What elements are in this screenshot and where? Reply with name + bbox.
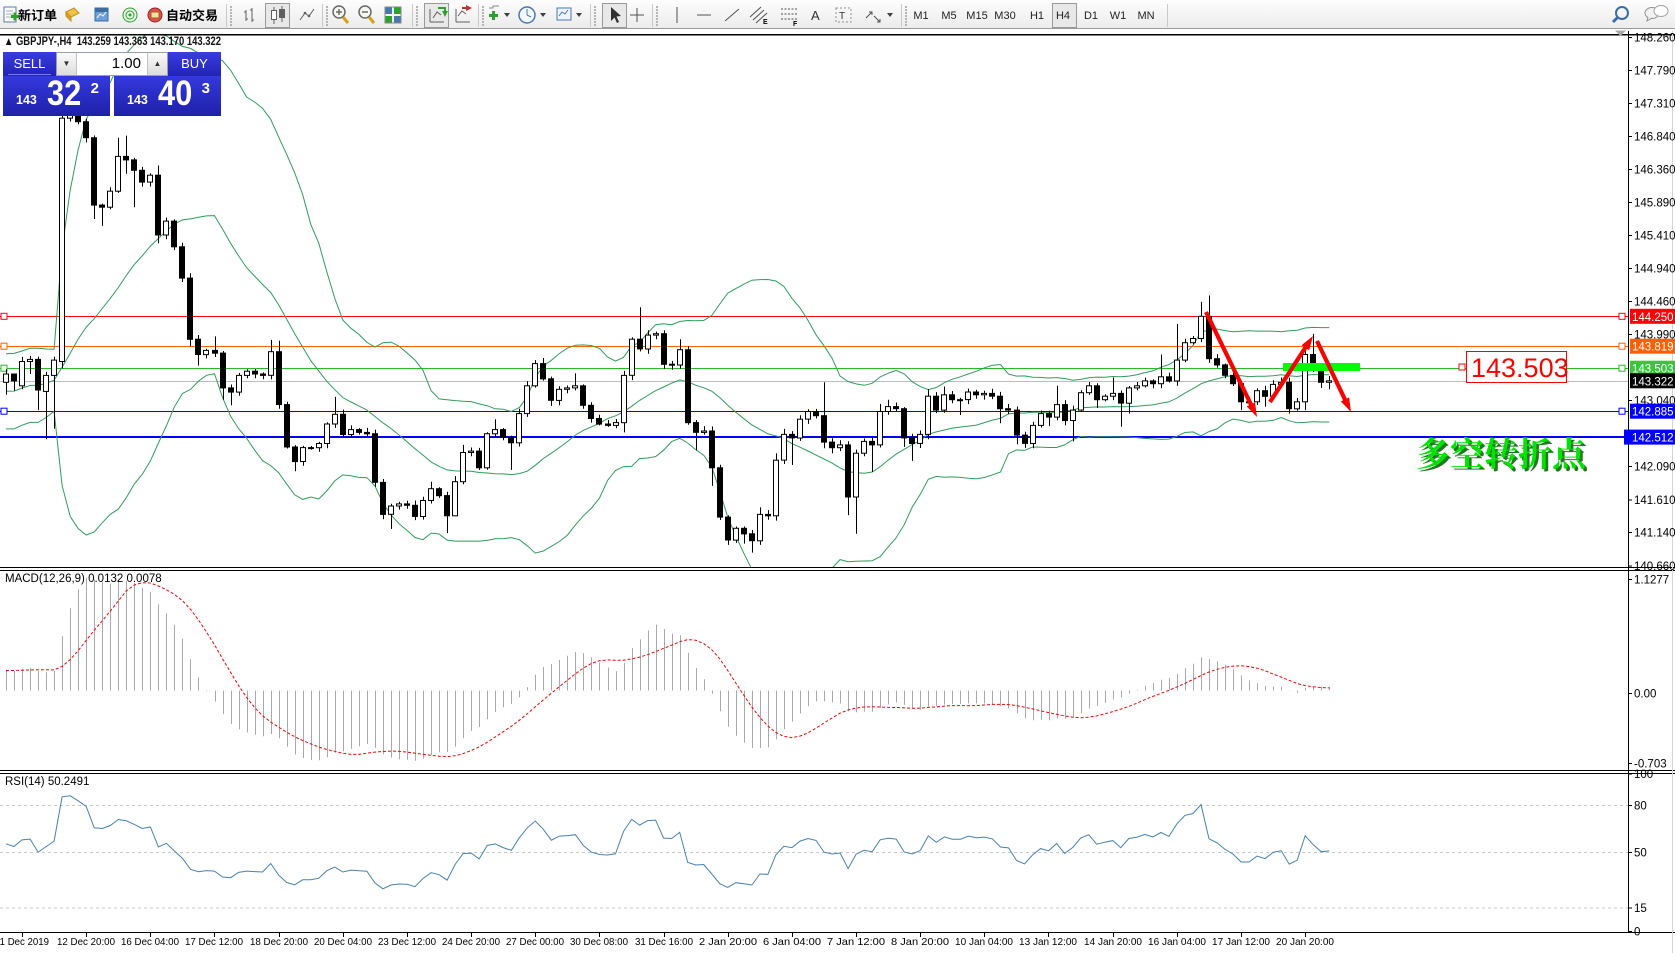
svg-text:144.250: 144.250 <box>1632 312 1674 324</box>
svg-text:H4: H4 <box>1056 10 1070 22</box>
svg-text:1.1277: 1.1277 <box>1634 574 1669 586</box>
svg-text:M5: M5 <box>941 10 956 22</box>
svg-text:143.322: 143.322 <box>1632 376 1674 388</box>
svg-text:6 Jan 04:00: 6 Jan 04:00 <box>763 936 821 948</box>
svg-text:24 Dec 20:00: 24 Dec 20:00 <box>442 936 500 948</box>
svg-text:146.840: 146.840 <box>1634 131 1675 143</box>
svg-text:8 Jan 20:00: 8 Jan 20:00 <box>891 936 949 948</box>
svg-text:16 Jan 04:00: 16 Jan 04:00 <box>1148 936 1206 948</box>
svg-text:18 Dec 20:00: 18 Dec 20:00 <box>250 936 308 948</box>
svg-text:14 Jan 20:00: 14 Jan 20:00 <box>1084 936 1142 948</box>
svg-text:17 Jan 12:00: 17 Jan 12:00 <box>1212 936 1270 948</box>
svg-text:15: 15 <box>1634 903 1647 915</box>
svg-text:142.512: 142.512 <box>1632 433 1674 445</box>
svg-text:27 Dec 00:00: 27 Dec 00:00 <box>506 936 564 948</box>
svg-text:M30: M30 <box>994 10 1015 22</box>
svg-text:145.410: 145.410 <box>1634 231 1675 243</box>
svg-text:143.819: 143.819 <box>1632 342 1674 354</box>
svg-text:144.940: 144.940 <box>1634 263 1675 275</box>
svg-text:0.00: 0.00 <box>1634 689 1656 701</box>
svg-text:H1: H1 <box>1030 10 1044 22</box>
svg-text:RSI(14) 50.2491: RSI(14) 50.2491 <box>5 776 89 788</box>
svg-text:16 Dec 04:00: 16 Dec 04:00 <box>121 936 179 948</box>
svg-text:11 Dec 2019: 11 Dec 2019 <box>0 936 49 948</box>
svg-text:80: 80 <box>1634 800 1647 812</box>
svg-text:MN: MN <box>1137 10 1154 22</box>
svg-text:M15: M15 <box>966 10 987 22</box>
svg-text:0: 0 <box>1634 927 1640 939</box>
svg-text:142.090: 142.090 <box>1634 461 1675 473</box>
svg-text:141.140: 141.140 <box>1634 527 1675 539</box>
svg-text:10 Jan 04:00: 10 Jan 04:00 <box>955 936 1013 948</box>
svg-text:143.990: 143.990 <box>1634 329 1675 341</box>
svg-text:31 Dec 16:00: 31 Dec 16:00 <box>635 936 693 948</box>
svg-text:23 Dec 12:00: 23 Dec 12:00 <box>378 936 436 948</box>
svg-text:147.310: 147.310 <box>1634 99 1675 111</box>
svg-text:144.460: 144.460 <box>1634 297 1675 309</box>
svg-text:D1: D1 <box>1084 10 1098 22</box>
svg-text:143.503: 143.503 <box>1632 364 1674 376</box>
svg-text:A: A <box>811 8 820 23</box>
svg-text:E: E <box>763 19 768 26</box>
svg-text:147.790: 147.790 <box>1634 65 1675 77</box>
svg-text:146.360: 146.360 <box>1634 165 1675 177</box>
svg-text:20 Jan 20:00: 20 Jan 20:00 <box>1276 936 1334 948</box>
svg-text:M1: M1 <box>913 10 928 22</box>
svg-text:W1: W1 <box>1110 10 1127 22</box>
svg-text:17 Dec 12:00: 17 Dec 12:00 <box>185 936 243 948</box>
svg-text:141.610: 141.610 <box>1634 495 1675 507</box>
svg-text:MACD(12,26,9) 0.0132 0.0078: MACD(12,26,9) 0.0132 0.0078 <box>5 573 162 585</box>
svg-text:50: 50 <box>1634 848 1647 860</box>
svg-text:F: F <box>793 21 798 28</box>
svg-text:140.660: 140.660 <box>1634 561 1675 573</box>
svg-text:145.890: 145.890 <box>1634 197 1675 209</box>
svg-text:-0.703: -0.703 <box>1634 758 1667 770</box>
svg-text:2 Jan 20:00: 2 Jan 20:00 <box>699 936 757 948</box>
svg-text:142.885: 142.885 <box>1632 407 1674 419</box>
svg-text:143.503: 143.503 <box>1471 353 1569 383</box>
svg-text:20 Dec 04:00: 20 Dec 04:00 <box>314 936 372 948</box>
svg-text:100: 100 <box>1634 769 1653 781</box>
svg-text:148.260: 148.260 <box>1634 33 1675 45</box>
svg-text:7 Jan 12:00: 7 Jan 12:00 <box>827 936 885 948</box>
svg-text:T: T <box>839 11 845 22</box>
svg-text:30 Dec 08:00: 30 Dec 08:00 <box>570 936 628 948</box>
svg-text:13 Jan 12:00: 13 Jan 12:00 <box>1019 936 1077 948</box>
svg-text:12 Dec 20:00: 12 Dec 20:00 <box>57 936 115 948</box>
